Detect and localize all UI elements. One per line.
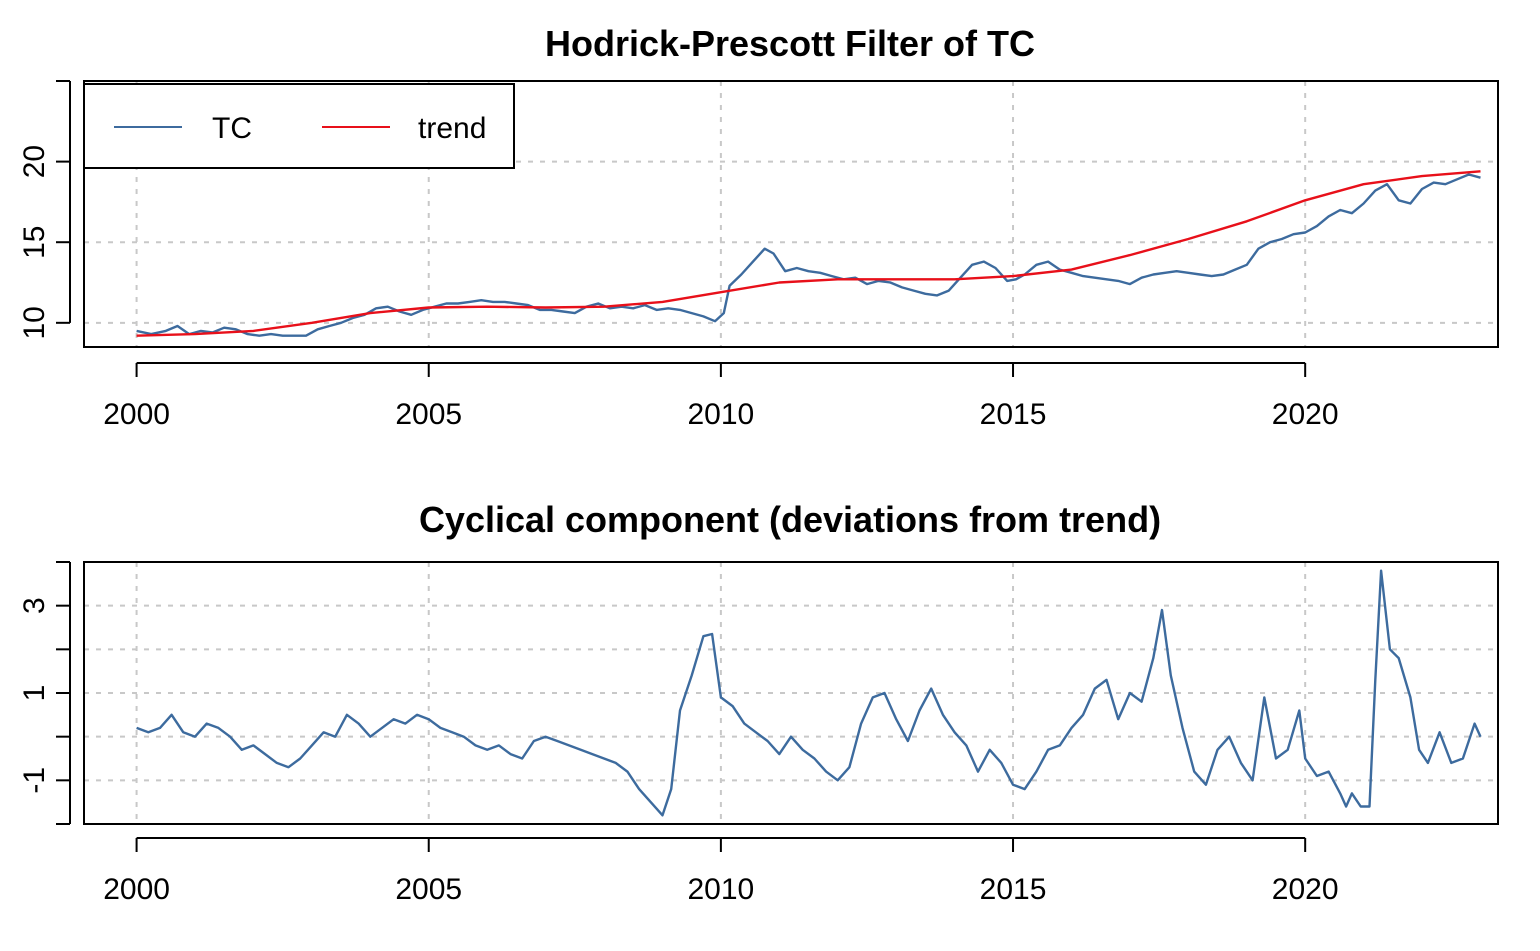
x-tick-label: 2010: [688, 873, 755, 906]
x-axis: 2000 2005 2010 2015 2020: [103, 837, 1339, 906]
x-tick-label: 2020: [1272, 873, 1339, 906]
legend: TC trend: [83, 83, 515, 169]
series-line-cycle: [136, 569, 1482, 817]
gridlines: [84, 561, 1498, 825]
legend-label-trend: trend: [418, 112, 486, 145]
y-tick-label: 15: [18, 226, 51, 259]
series-layer: [136, 569, 1482, 817]
y-tick-label: 20: [18, 145, 51, 178]
series-line-trend: [136, 170, 1481, 337]
x-tick-label: 2015: [980, 873, 1047, 906]
series-layer: [136, 170, 1481, 337]
panel-cyclical: Cyclical component (deviations from tren…: [18, 499, 1499, 906]
y-tick-label: -1: [18, 767, 51, 794]
y-tick-label: 3: [18, 597, 51, 614]
x-tick-label: 2020: [1272, 398, 1339, 431]
plot-frame: [83, 561, 1499, 825]
legend-label-tc: TC: [212, 112, 252, 145]
x-tick-label: 2010: [688, 398, 755, 431]
x-tick-label: 2005: [395, 873, 462, 906]
y-tick-label: 10: [18, 306, 51, 339]
chart-title: Cyclical component (deviations from tren…: [419, 499, 1161, 540]
x-axis: 2000 2005 2010 2015 2020: [103, 362, 1339, 431]
y-tick-label: 1: [18, 685, 51, 702]
x-tick-label: 2015: [980, 398, 1047, 431]
x-tick-label: 2000: [103, 398, 170, 431]
chart-title: Hodrick-Prescott Filter of TC: [545, 23, 1035, 64]
x-tick-label: 2005: [395, 398, 462, 431]
panel-trend: Hodrick-Prescott Filter of TC 2000 2005 20…: [18, 23, 1499, 431]
y-axis: -1 1 3: [18, 561, 71, 825]
series-line-tc: [136, 173, 1481, 337]
y-axis: 10 15 20: [18, 80, 71, 340]
x-tick-label: 2000: [103, 873, 170, 906]
plot-frame: [83, 80, 1499, 348]
